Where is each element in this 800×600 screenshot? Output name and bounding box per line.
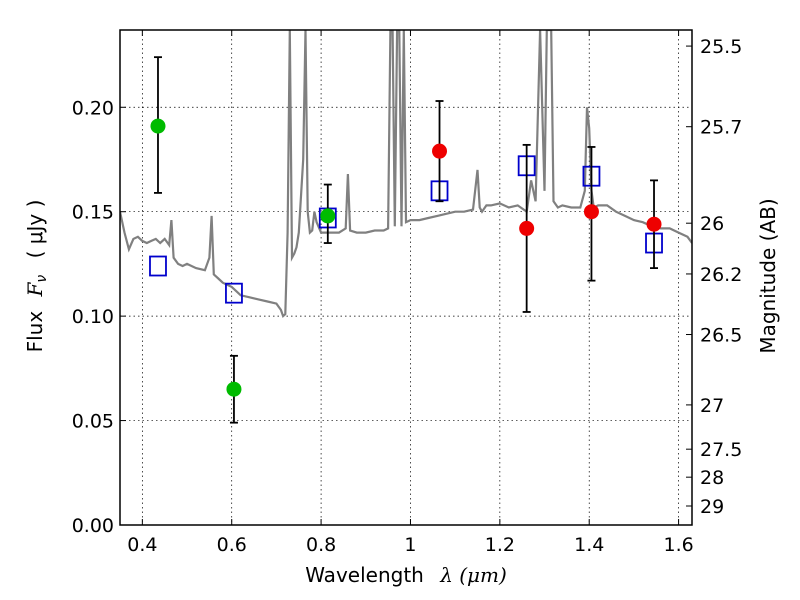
y-tick-label: 0.00 — [72, 515, 114, 537]
model-square — [149, 255, 167, 277]
y2-tick-label: 25.7 — [700, 117, 742, 139]
y2-tick-label: 27 — [700, 395, 724, 417]
y2-tick-label: 28 — [700, 467, 724, 489]
spectrum-polyline — [120, 30, 692, 319]
y-axis-label-sub: ν — [34, 275, 50, 283]
y2-tick-label: 26.5 — [700, 325, 742, 347]
y2-axis-label: Magnitude (AB) — [756, 198, 780, 353]
green-points — [150, 56, 336, 424]
y-tick-label: 0.10 — [72, 306, 114, 328]
green-point — [226, 381, 242, 397]
green-point — [320, 208, 336, 224]
y-tick-label: 0.20 — [72, 97, 114, 119]
x-tick-label: 1.6 — [663, 534, 693, 556]
green-point — [150, 118, 166, 134]
y2-tick-label: 25.5 — [700, 36, 742, 58]
x-tick-label: 1.4 — [574, 534, 604, 556]
y2-tick-label: 26.2 — [700, 264, 742, 286]
x-tick-label: 0.4 — [127, 534, 157, 556]
red-point — [519, 220, 535, 236]
y-axis-label-text: Flux — [23, 311, 47, 353]
red-point — [646, 216, 662, 232]
red-point — [583, 204, 599, 220]
y2-tick-label: 29 — [700, 496, 724, 518]
grid — [120, 30, 692, 526]
y-axis-label-unit: ( μJy ) — [23, 200, 47, 259]
x-axis-label-text: Wavelength — [305, 563, 424, 587]
y-axis-label: Flux Fν ( μJy ) — [23, 200, 51, 353]
y2-tick-label: 27.5 — [700, 439, 742, 461]
x-tick-label: 0.8 — [306, 534, 336, 556]
y-tick-label: 0.15 — [72, 202, 114, 224]
y2-tick-label: 26 — [700, 213, 724, 235]
model-square — [225, 282, 243, 304]
x-tick-label: 0.6 — [217, 534, 247, 556]
spectrum-line — [120, 30, 692, 319]
x-axis-label-math: λ (μm) — [439, 563, 507, 587]
plot-frame — [119, 29, 693, 526]
y-tick-label: 0.05 — [72, 411, 114, 433]
x-axis-label: Wavelength λ (μm) — [305, 563, 507, 587]
y-axis-label-math: F — [23, 281, 47, 297]
red-points — [432, 100, 662, 313]
ticks: 0.4 0.6 0.8 1 1.2 1.4 1.6 0.00 0.05 0.10 0.15 0.20 2… — [72, 30, 742, 556]
x-tick-label: 1 — [404, 534, 416, 556]
x-tick-label: 1.2 — [485, 534, 515, 556]
red-point — [432, 143, 448, 159]
